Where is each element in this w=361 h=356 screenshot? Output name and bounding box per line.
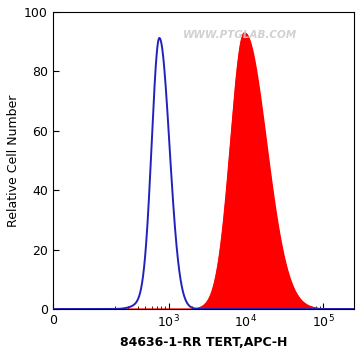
- Text: WWW.PTGLAB.COM: WWW.PTGLAB.COM: [182, 30, 297, 40]
- X-axis label: 84636-1-RR TERT,APC-H: 84636-1-RR TERT,APC-H: [120, 336, 287, 349]
- Y-axis label: Relative Cell Number: Relative Cell Number: [7, 94, 20, 227]
